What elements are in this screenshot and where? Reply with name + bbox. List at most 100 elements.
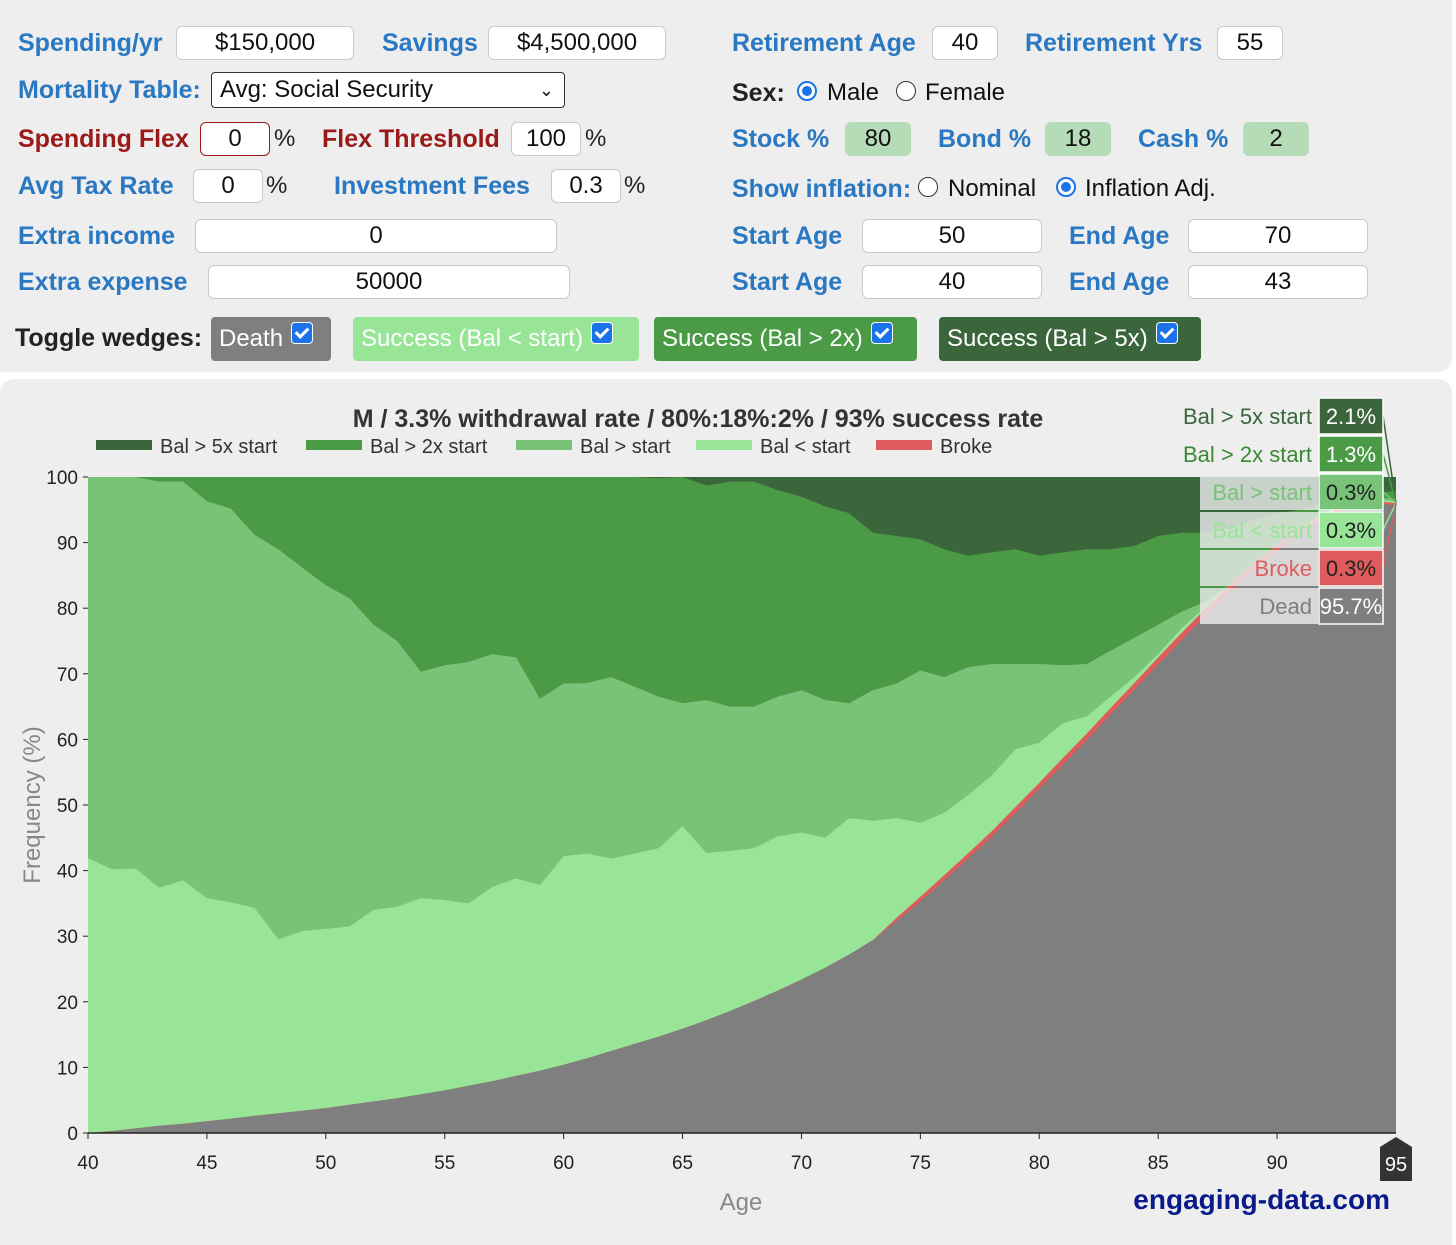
toggle-death[interactable]: Death (211, 317, 331, 361)
end-label-value-bal-start: 0.3% (1326, 480, 1376, 505)
mortality-select[interactable]: Avg: Social Security ⌄ (211, 72, 565, 108)
extra-income-label: Extra income (18, 222, 176, 250)
spending-input[interactable]: $150,000 (176, 26, 354, 60)
tax-rate-percent: % (266, 172, 288, 199)
connector-bal-5x-start (1382, 415, 1397, 504)
flex-threshold-input[interactable]: 100 (511, 122, 581, 156)
end-label-value-dead: 95.7% (1320, 594, 1382, 619)
legend-label-bal-start: Bal > start (580, 436, 671, 458)
cash-input[interactable]: 2 (1243, 122, 1309, 156)
end-label-value-bal-5x-start: 2.1% (1326, 404, 1376, 429)
y-tick-label: 20 (57, 993, 78, 1014)
bond-label: Bond % (938, 125, 1032, 153)
retirement-yrs-label: Retirement Yrs (1025, 29, 1203, 57)
inflation-adjusted-label: Inflation Adj. (1085, 175, 1216, 202)
investment-fees-percent: % (624, 172, 646, 199)
cash-label: Cash % (1138, 125, 1229, 153)
income-end-age-label: End Age (1069, 222, 1170, 250)
connector-bal-start (1382, 502, 1397, 531)
connector-bal-start (1382, 491, 1397, 504)
sex-female-radio[interactable] (896, 81, 916, 101)
inflation-nominal-radio[interactable] (918, 177, 938, 197)
area-dead (88, 502, 1396, 1134)
investment-fees-input[interactable]: 0.3 (551, 169, 621, 203)
inflation-label: Show inflation: (732, 175, 912, 203)
checkbox-checked-icon[interactable] (870, 322, 893, 344)
legend-label-broke: Broke (940, 436, 992, 458)
label-bg-dead (1200, 588, 1318, 624)
toggle-success-above-5x[interactable]: Success (Bal > 5x) (939, 317, 1201, 361)
stock-input[interactable]: 80 (845, 122, 911, 156)
outcome-area-chart: M / 3.3% withdrawal rate / 80%:18%:2% / … (19, 397, 1412, 1216)
end-age-marker: 95 (1380, 1137, 1412, 1181)
checkbox-checked-icon[interactable] (1155, 322, 1178, 344)
end-label-name-bal-2x-start: Bal > 2x start (1183, 442, 1312, 467)
legend-label-bal-start: Bal < start (760, 436, 851, 458)
end-label-name-broke: Broke (1255, 556, 1312, 581)
connector-bal-2x-start (1382, 453, 1397, 504)
chart-areas (88, 477, 1396, 1134)
y-tick-label: 0 (67, 1124, 78, 1145)
inflation-adjusted-radio[interactable] (1056, 177, 1076, 197)
toggle-wedges-label: Toggle wedges: (15, 324, 203, 352)
inflation-nominal-label: Nominal (948, 175, 1037, 202)
x-tick-label: 80 (1029, 1153, 1050, 1174)
end-label-box-broke (1318, 549, 1384, 587)
end-label-box-bal-2x-start (1318, 435, 1384, 473)
legend-swatch-bal-start (516, 440, 572, 450)
legend-label-bal-2x-start: Bal > 2x start (370, 436, 488, 458)
chevron-down-icon: ⌄ (538, 80, 554, 100)
x-tick-label: 50 (315, 1153, 336, 1174)
mortality-label: Mortality Table: (18, 76, 201, 104)
y-tick-label: 60 (57, 730, 78, 751)
toggle-above2x-label: Success (Bal > 2x) (662, 325, 863, 352)
y-tick-label: 100 (46, 468, 78, 489)
expense-end-age-input[interactable]: 43 (1188, 265, 1368, 299)
end-label-value-broke: 0.3% (1326, 556, 1376, 581)
expense-start-age-input[interactable]: 40 (862, 265, 1042, 299)
extra-expense-input[interactable]: 50000 (208, 265, 570, 299)
retirement-age-label: Retirement Age (732, 29, 916, 57)
x-tick-label: 70 (791, 1153, 812, 1174)
checkbox-checked-icon[interactable] (591, 322, 614, 344)
y-tick-label: 70 (57, 665, 78, 686)
sex-female-label: Female (925, 79, 1006, 106)
x-tick-label: 60 (553, 1153, 574, 1174)
bond-input[interactable]: 18 (1045, 122, 1111, 156)
x-tick-label: 85 (1148, 1153, 1169, 1174)
toggle-above5x-label: Success (Bal > 5x) (947, 325, 1148, 352)
watermark: engaging-data.com (1133, 1184, 1390, 1215)
investment-fees-label: Investment Fees (334, 172, 530, 200)
sex-male-radio[interactable] (797, 81, 817, 101)
checkbox-checked-icon[interactable] (291, 322, 314, 344)
spending-flex-label: Spending Flex (18, 125, 189, 153)
x-tick-label: 45 (196, 1153, 217, 1174)
chart-title: M / 3.3% withdrawal rate / 80%:18%:2% / … (353, 405, 1044, 433)
savings-label: Savings (382, 29, 478, 57)
x-tick-label: 90 (1267, 1153, 1288, 1174)
income-start-age-input[interactable]: 50 (862, 219, 1042, 253)
label-bg-broke (1200, 550, 1318, 586)
tax-rate-input[interactable]: 0 (193, 169, 263, 203)
retirement-yrs-input[interactable]: 55 (1217, 26, 1283, 60)
chart-panel: M / 3.3% withdrawal rate / 80%:18%:2% / … (0, 379, 1452, 1245)
spending-flex-input[interactable]: 0 (200, 122, 270, 156)
extra-income-input[interactable]: 0 (195, 219, 557, 253)
toggle-success-above-2x[interactable]: Success (Bal > 2x) (654, 317, 917, 361)
extra-expense-label: Extra expense (18, 268, 188, 296)
controls-panel: Spending/yr $150,000 Savings $4,500,000 … (0, 0, 1452, 372)
y-axis-label: Frequency (%) (19, 726, 46, 883)
x-tick-label: 40 (77, 1153, 98, 1174)
x-tick-label: 55 (434, 1153, 455, 1174)
income-end-age-input[interactable]: 70 (1188, 219, 1368, 253)
y-tick-label: 90 (57, 534, 78, 555)
sex-label: Sex: (732, 79, 785, 107)
toggle-success-below-start[interactable]: Success (Bal < start) (353, 317, 639, 361)
label-bg-bal-start (1200, 512, 1318, 548)
savings-input[interactable]: $4,500,000 (488, 26, 666, 60)
retirement-age-input[interactable]: 40 (932, 26, 998, 60)
legend-swatch-bal-start (696, 440, 752, 450)
legend-swatch-broke (876, 440, 932, 450)
flex-threshold-percent: % (585, 125, 607, 152)
y-tick-label: 30 (57, 927, 78, 948)
